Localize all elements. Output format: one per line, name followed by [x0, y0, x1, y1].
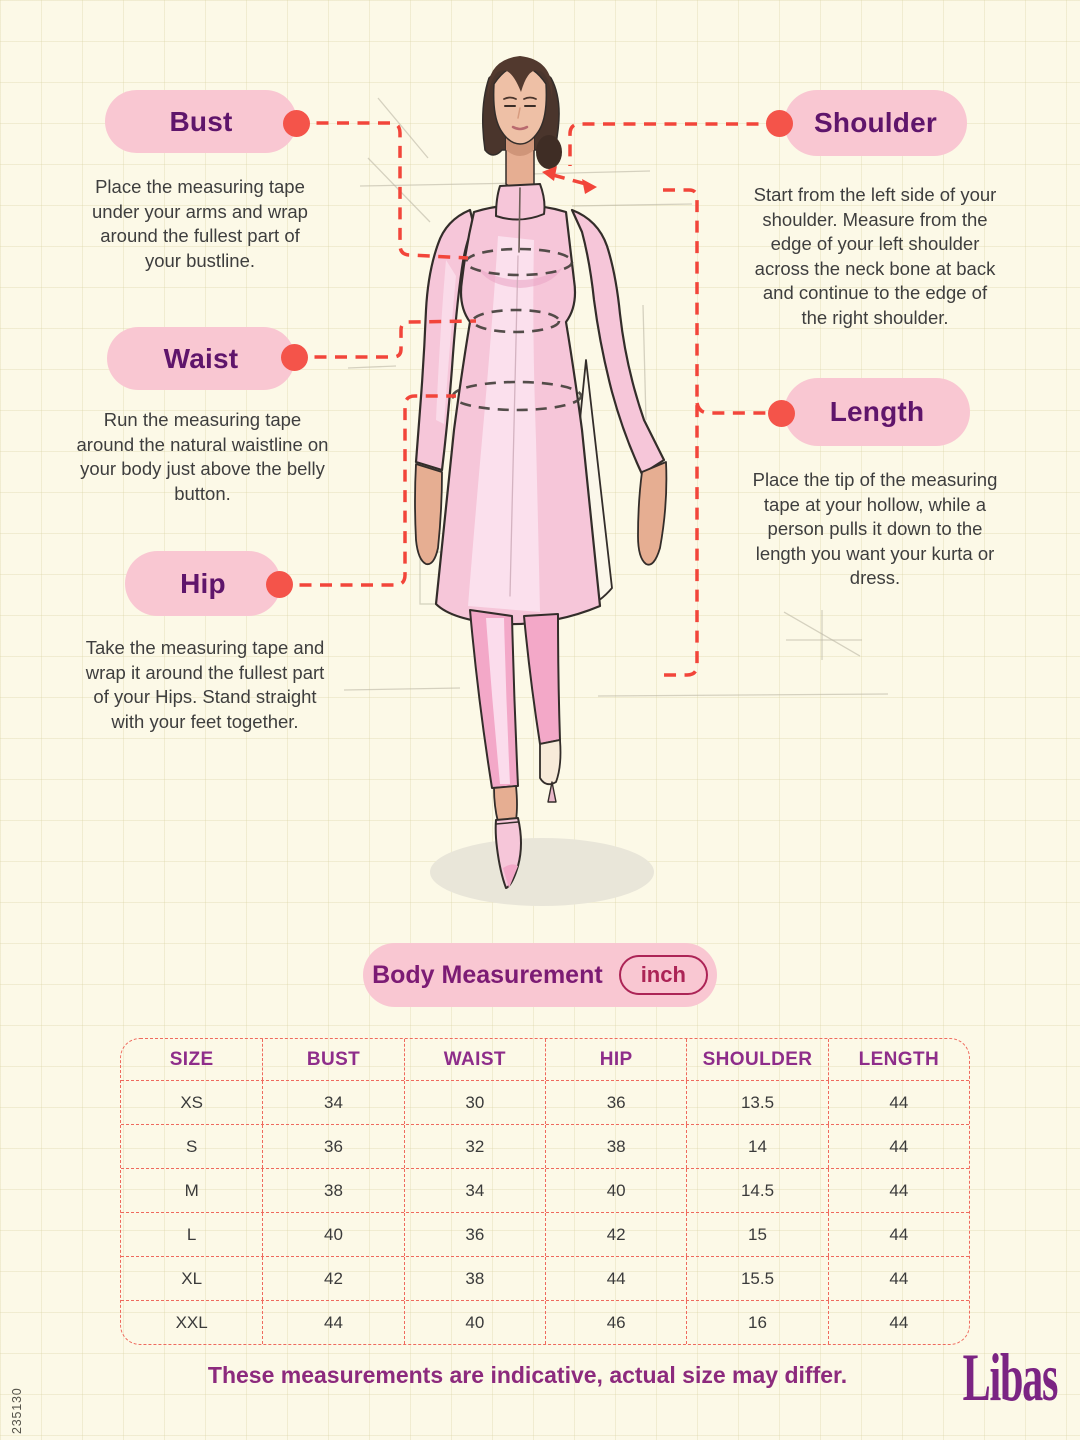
value-cell: 44	[544, 1257, 686, 1300]
side-code: 235130	[10, 1387, 24, 1434]
column-header: SHOULDER	[686, 1039, 827, 1080]
value-cell: 36	[403, 1213, 545, 1256]
table-row: S 36 32 38 14 44	[121, 1124, 969, 1168]
waist-description: Run the measuring tape around the natura…	[76, 409, 329, 504]
bust-description: Place the measuring tape under your arms…	[92, 176, 308, 271]
value-cell: 38	[544, 1125, 686, 1168]
body-measurement-pill: Body Measurement inch	[363, 943, 717, 1007]
hip-connector-dot	[266, 571, 293, 598]
size-chart-table: SIZE BUST WAIST HIP SHOULDER LENGTH XS 34 30 36 13…	[120, 1038, 970, 1345]
bust-label-pill: Bust	[105, 90, 297, 153]
value-cell: 38	[403, 1257, 545, 1300]
shoulder-arrowhead-right	[582, 179, 597, 194]
floor-shadow	[430, 838, 654, 906]
shoulder-arrowhead-left	[542, 166, 557, 181]
shoulder-label-pill: Shoulder	[784, 90, 967, 156]
body-measurement-title: Body Measurement	[372, 960, 603, 989]
value-cell: 40	[262, 1213, 403, 1256]
length-branch	[695, 402, 776, 415]
length-connector	[660, 188, 699, 677]
shoulder-connector	[568, 122, 779, 166]
value-cell: 44	[827, 1081, 969, 1124]
sketch-lines	[343, 97, 889, 697]
column-header: HIP	[544, 1039, 686, 1080]
size-cell: XL	[181, 1268, 203, 1288]
column-header: WAIST	[403, 1039, 545, 1080]
bust-ellipse	[464, 247, 574, 277]
value-cell: 36	[262, 1125, 403, 1168]
table-row: XL 42 38 44 15.5 44	[121, 1256, 969, 1300]
waist-label: Waist	[163, 342, 239, 374]
bust-connector-dot	[283, 110, 310, 137]
value-cell: 44	[827, 1213, 969, 1256]
size-cell: L	[186, 1224, 197, 1244]
value-cell: 38	[262, 1169, 403, 1212]
hip-connector	[279, 394, 456, 587]
table-row: XS 34 30 36 13.5 44	[121, 1080, 969, 1124]
shoulder-label: Shoulder	[814, 107, 937, 138]
shoulder-arrow-line	[552, 173, 587, 186]
brand-logo: Libas	[962, 1339, 1059, 1415]
hip-label-pill: Hip	[125, 551, 281, 616]
table-row: M 38 34 40 14.5 44	[121, 1168, 969, 1212]
size-cell: M	[184, 1180, 199, 1200]
unit-badge: inch	[618, 955, 708, 995]
value-cell: 46	[544, 1301, 686, 1344]
size-cell: XXL	[175, 1312, 208, 1332]
bust-connector	[296, 121, 469, 260]
table-row: L 40 36 42 15 44	[121, 1212, 969, 1256]
value-cell: 34	[262, 1081, 403, 1124]
value-cell: 44	[827, 1257, 969, 1300]
length-label: Length	[829, 396, 925, 427]
footer-note: These measurements are indicative, actua…	[207, 1362, 848, 1388]
waist-ellipse	[471, 308, 561, 334]
value-cell: 14	[686, 1125, 827, 1168]
size-cell: S	[185, 1136, 198, 1156]
hip-label: Hip	[180, 567, 226, 599]
column-header: SIZE	[169, 1048, 214, 1070]
bust-label: Bust	[169, 105, 233, 137]
value-cell: 44	[827, 1125, 969, 1168]
value-cell: 13.5	[686, 1081, 827, 1124]
waist-label-pill: Waist	[107, 327, 295, 390]
value-cell: 34	[403, 1169, 545, 1212]
value-cell: 30	[403, 1081, 545, 1124]
value-cell: 44	[262, 1301, 403, 1344]
column-header: BUST	[262, 1039, 403, 1080]
connector-lines	[279, 121, 779, 677]
waist-connector-dot	[281, 344, 308, 371]
model-illustration	[279, 56, 889, 906]
value-cell: 16	[686, 1301, 827, 1344]
value-cell: 42	[262, 1257, 403, 1300]
value-cell: 40	[403, 1301, 545, 1344]
value-cell: 15	[686, 1213, 827, 1256]
table-row: XXL 44 40 46 16 44	[121, 1300, 969, 1344]
length-connector-dot	[768, 400, 795, 427]
model-figure	[414, 56, 668, 889]
length-label-pill: Length	[784, 378, 970, 446]
column-header: LENGTH	[827, 1039, 969, 1080]
shoulder-connector-dot	[766, 110, 793, 137]
value-cell: 15.5	[686, 1257, 827, 1300]
value-cell: 44	[827, 1301, 969, 1344]
hip-description: Take the measuring tape and wrap it arou…	[85, 637, 325, 732]
value-cell: 40	[544, 1169, 686, 1212]
table-header-row: SIZE BUST WAIST HIP SHOULDER LENGTH	[121, 1039, 969, 1080]
shoulder-description: Start from the left side of your shoulde…	[753, 184, 997, 328]
value-cell: 44	[827, 1169, 969, 1212]
value-cell: 36	[544, 1081, 686, 1124]
value-cell: 42	[544, 1213, 686, 1256]
value-cell: 32	[403, 1125, 545, 1168]
value-cell: 14.5	[686, 1169, 827, 1212]
size-cell: XS	[180, 1092, 203, 1112]
length-description: Place the tip of the measuring tape at y…	[752, 469, 998, 589]
